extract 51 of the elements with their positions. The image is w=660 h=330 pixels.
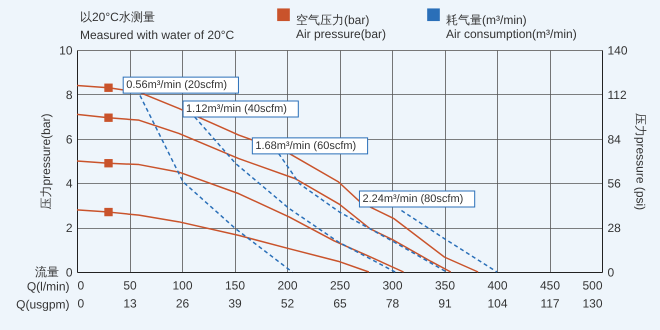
- x2-tick-label: 13: [123, 296, 137, 310]
- legend-label: 空气压力(bar) Air pressure(bar): [296, 12, 386, 41]
- x-tick-label: 100: [172, 278, 193, 292]
- x-tick-label: 300: [382, 278, 403, 292]
- x-tick-label: 50: [123, 278, 137, 292]
- y-tick-label: 6: [66, 132, 73, 146]
- x2-tick-label: 130: [582, 296, 603, 310]
- annotation: 1.12m³/min (40scfm): [186, 103, 287, 116]
- y2-tick-label: 112: [608, 88, 627, 102]
- x2-tick-label: 52: [280, 296, 294, 310]
- x-tick-label: 0: [78, 278, 84, 292]
- chart-title: 以20°C水测量 Measured with water of 20°C: [80, 10, 235, 42]
- x-tick-label: 350: [434, 278, 456, 292]
- line-series: [76, 209, 370, 273]
- y2-tick-label: 56: [608, 176, 622, 191]
- x2-tick-label: 78: [386, 296, 400, 310]
- y-tick-label: 8: [66, 88, 73, 102]
- x-tick-label: 500: [582, 278, 603, 292]
- y2-tick-label: 0: [608, 266, 614, 280]
- y-tick-label: 2: [66, 221, 73, 236]
- y-tick-label: 10: [59, 44, 73, 58]
- x-tick-label: 250: [330, 278, 350, 292]
- y-axis-title: 压力pressure(bar): [39, 113, 54, 210]
- legend-label: 耗气量(m³/min) Air consumption(m³/min): [446, 12, 577, 41]
- x-axis-title: Q(l/min): [26, 280, 70, 294]
- annotation: 0.56m³/min (20scfm): [126, 79, 228, 92]
- x2-tick-label: 26: [176, 296, 190, 310]
- point: [104, 114, 113, 122]
- point: [104, 84, 113, 92]
- point: [104, 208, 113, 216]
- x-tick-label: 450: [540, 278, 560, 292]
- point: [104, 159, 113, 168]
- x2-tick-label: 39: [228, 296, 242, 310]
- x2-tick-label: 104: [487, 296, 508, 310]
- y2-tick-label: 28: [608, 221, 622, 236]
- y-tick-label: 0: [66, 266, 73, 280]
- annotation: 2.24m³/min (80scfm): [362, 192, 464, 205]
- y2-tick-label: 84: [608, 132, 622, 146]
- x2-tick-label: 0: [78, 296, 84, 310]
- y2-axis-title: 压力pressure (psi): [634, 112, 648, 210]
- x2-tick-label: 91: [438, 296, 452, 310]
- y-tick-label: 4: [66, 176, 73, 191]
- x2-tick-label: 65: [333, 296, 347, 310]
- x-tick-label: 400: [487, 278, 508, 292]
- x-tick-label: 200: [277, 278, 298, 292]
- annotation: 1.68m³/min (60scfm): [255, 140, 356, 152]
- text: 流量: [35, 265, 59, 279]
- y2-tick-label: 140: [608, 44, 628, 58]
- x2-tick-label: 117: [540, 296, 560, 310]
- x-tick-label: 150: [224, 278, 246, 292]
- x2-axis-title: Q(usgpm): [16, 298, 70, 312]
